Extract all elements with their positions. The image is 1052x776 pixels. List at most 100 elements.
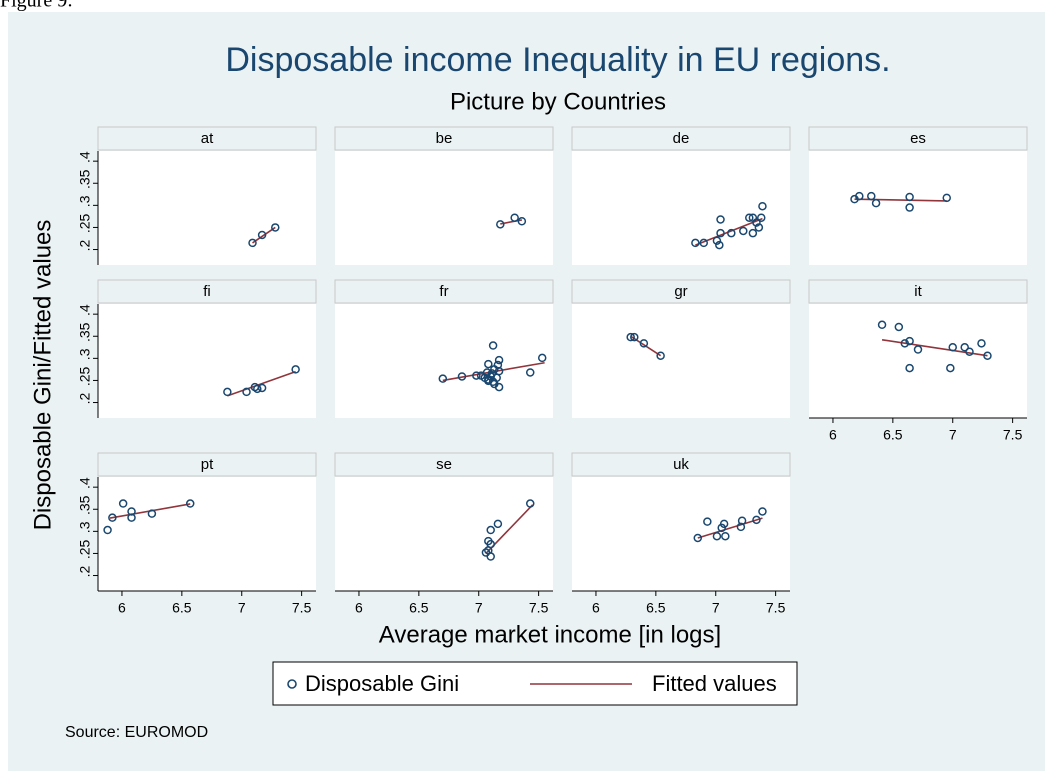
data-point [493,519,503,529]
y-tick-label: .3 [77,348,93,360]
data-point [867,191,876,201]
data-point [494,382,504,392]
x-tick-label: 6.5 [409,600,429,616]
data-point [185,499,195,508]
panel-title: pt [201,456,214,473]
panel-title: es [910,130,926,147]
data-point [223,387,232,397]
x-tick-label: 6 [118,600,126,616]
x-tick-label: 7 [475,600,483,616]
x-tick-label: 7.5 [766,600,786,616]
data-point [147,509,157,518]
data-point [754,223,764,232]
data-point [257,383,267,393]
y-tick-label: .3 [77,521,93,533]
data-point [517,217,527,226]
data-point [248,238,257,248]
legend-marker [287,679,297,689]
panel-title: fr [439,283,448,300]
plot-area [98,304,316,418]
data-point [537,353,547,363]
fitted-line [252,226,276,244]
panel-header [808,279,1028,304]
y-tick-label: .35 [77,169,93,189]
data-point [712,531,722,541]
panel-title: de [673,130,690,147]
data-point [656,351,665,360]
data-point [727,228,736,238]
x-tick-label: 7.5 [1003,427,1023,443]
data-point [894,322,904,332]
figure-caption: Figure 9: [0,0,73,12]
data-point [758,507,767,516]
plot-area [572,477,790,591]
plot-area [335,151,553,265]
data-point [108,513,117,522]
data-point [905,363,914,373]
y-tick-label: .4 [77,304,93,316]
plot-area [809,304,1027,418]
chart-subtitle: Picture by Countries [450,88,666,115]
data-point [291,365,300,374]
data-point [494,366,504,376]
y-tick-label: .25 [77,540,93,560]
x-tick-label: 6.5 [646,600,666,616]
data-point [699,238,709,248]
data-point [715,240,724,250]
data-point [510,213,519,222]
data-point [484,359,493,369]
data-point [716,215,725,224]
y-tick-label: .2 [77,392,93,404]
data-point [716,228,725,238]
data-point [905,192,914,202]
data-point [745,213,754,222]
y-tick-label: .4 [77,477,93,489]
data-point [983,351,992,360]
data-point [900,339,910,348]
panel-title: se [436,456,452,473]
plot-area [98,477,316,591]
panel-title: uk [673,456,689,473]
fitted-line [881,338,988,357]
data-point [525,368,535,377]
x-tick-label: 6.5 [172,600,192,616]
source-note: Source: EUROMOD [65,724,208,741]
data-point [758,201,767,211]
data-point [977,339,986,348]
x-tick-label: 6 [829,427,837,443]
data-point [488,341,498,350]
data-point [127,513,136,522]
data-point [127,507,136,516]
data-point [752,218,761,227]
x-tick-label: 7.5 [292,600,312,616]
data-point [472,371,481,380]
panel-header [808,126,1028,151]
data-point [242,387,251,397]
panel-header [571,452,791,477]
data-point [525,499,535,508]
fitted-line [442,361,545,382]
data-point [739,226,748,236]
x-axis-label: Average market income [in logs] [379,621,721,648]
chart-title: Disposable income Inequality in EU regio… [225,41,890,79]
data-point [948,343,957,352]
panel-header [334,279,554,304]
fitted-line [697,517,763,539]
data-point [855,191,864,201]
data-point [757,213,766,222]
data-point [721,531,730,541]
panel-header [97,279,317,304]
y-axis-label: Disposable Gini/Fitted values [29,220,56,531]
y-tick-label: .2 [77,239,93,251]
plot-area [572,304,790,418]
y-tick-label: .35 [77,495,93,515]
data-point [486,552,495,561]
data-point [494,355,504,365]
data-point [719,519,729,529]
data-point [946,363,955,373]
data-point [905,203,914,212]
x-tick-label: 7 [712,600,720,616]
panel-header [334,452,554,477]
data-point [630,332,639,342]
